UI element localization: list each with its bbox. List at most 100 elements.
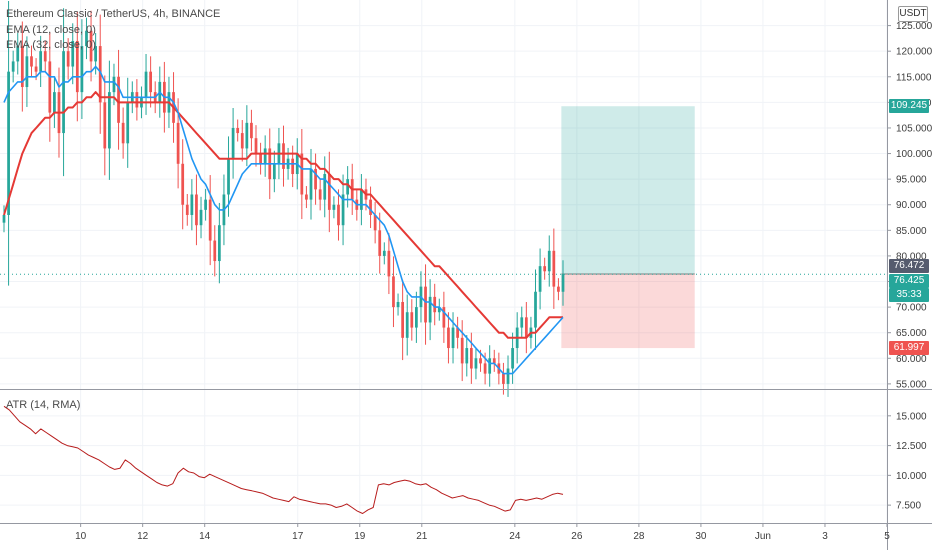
candle-body[interactable] bbox=[520, 317, 524, 328]
candle-body[interactable] bbox=[98, 46, 102, 103]
stop-zone[interactable] bbox=[561, 273, 695, 349]
candle-body[interactable] bbox=[108, 92, 111, 149]
candle-body[interactable] bbox=[135, 92, 139, 108]
candle-body[interactable] bbox=[236, 127, 240, 134]
candle-body[interactable] bbox=[479, 358, 482, 364]
candle-body[interactable] bbox=[474, 358, 478, 369]
candle-body[interactable] bbox=[53, 92, 56, 113]
candle-body[interactable] bbox=[341, 194, 345, 226]
candle-body[interactable] bbox=[89, 30, 93, 62]
candle-body[interactable] bbox=[483, 363, 487, 374]
candle-body[interactable] bbox=[7, 71, 10, 215]
candle-body[interactable] bbox=[415, 307, 418, 328]
candle-body[interactable] bbox=[272, 163, 276, 180]
candle-body[interactable] bbox=[85, 30, 88, 47]
candle-body[interactable] bbox=[195, 194, 198, 226]
candle-body[interactable] bbox=[396, 301, 400, 308]
candle-body[interactable] bbox=[34, 66, 38, 72]
candle-body[interactable] bbox=[231, 127, 235, 159]
candle-body[interactable] bbox=[346, 179, 350, 195]
candle-body[interactable] bbox=[190, 194, 194, 215]
candle-body[interactable] bbox=[305, 194, 308, 200]
candle-body[interactable] bbox=[502, 373, 505, 384]
candle-body[interactable] bbox=[39, 51, 43, 72]
candle-body[interactable] bbox=[382, 250, 386, 256]
candle-body[interactable] bbox=[20, 46, 24, 88]
candle-body[interactable] bbox=[433, 296, 437, 313]
candle-body[interactable] bbox=[66, 51, 70, 67]
candle-body[interactable] bbox=[16, 46, 20, 62]
candle-body[interactable] bbox=[447, 327, 450, 349]
candle-body[interactable] bbox=[117, 76, 120, 123]
candle-body[interactable] bbox=[94, 46, 98, 62]
candle-body[interactable] bbox=[185, 204, 189, 215]
candle-body[interactable] bbox=[506, 368, 510, 384]
candle-body[interactable] bbox=[71, 40, 75, 67]
candle-body[interactable] bbox=[437, 307, 441, 313]
candle-body[interactable] bbox=[309, 168, 313, 200]
candle-body[interactable] bbox=[80, 46, 84, 93]
candle-body[interactable] bbox=[323, 174, 327, 200]
candle-body[interactable] bbox=[392, 276, 395, 308]
candle-body[interactable] bbox=[208, 199, 212, 241]
candle-body[interactable] bbox=[25, 56, 29, 88]
candle-body[interactable] bbox=[469, 348, 473, 369]
candle-body[interactable] bbox=[543, 266, 547, 272]
candle-body[interactable] bbox=[2, 214, 6, 223]
candle-body[interactable] bbox=[332, 204, 336, 210]
candle-body[interactable] bbox=[245, 122, 249, 149]
candle-body[interactable] bbox=[401, 301, 405, 338]
candle-body[interactable] bbox=[181, 163, 185, 205]
candle-body[interactable] bbox=[126, 102, 130, 144]
currency-selector[interactable]: USDT bbox=[898, 6, 928, 22]
candle-body[interactable] bbox=[511, 348, 514, 369]
candle-body[interactable] bbox=[442, 307, 446, 328]
candle-body[interactable] bbox=[460, 337, 464, 364]
candle-body[interactable] bbox=[428, 296, 432, 323]
candle-body[interactable] bbox=[62, 51, 65, 134]
candle-body[interactable] bbox=[75, 40, 79, 93]
candle-body[interactable] bbox=[144, 71, 148, 98]
candle-body[interactable] bbox=[314, 168, 317, 190]
candle-body[interactable] bbox=[424, 286, 427, 323]
candle-body[interactable] bbox=[282, 143, 285, 169]
candle-body[interactable] bbox=[465, 348, 469, 364]
candle-body[interactable] bbox=[217, 225, 221, 262]
candle-body[interactable] bbox=[524, 317, 528, 338]
candle-body[interactable] bbox=[378, 230, 382, 256]
candle-body[interactable] bbox=[561, 274, 565, 292]
candle-body[interactable] bbox=[176, 122, 180, 164]
candle-body[interactable] bbox=[456, 327, 459, 338]
candle-body[interactable] bbox=[488, 358, 492, 374]
candle-body[interactable] bbox=[199, 209, 203, 226]
candle-body[interactable] bbox=[300, 153, 304, 195]
candle-body[interactable] bbox=[121, 122, 125, 144]
candle-body[interactable] bbox=[534, 291, 537, 328]
candle-body[interactable] bbox=[547, 250, 551, 272]
candle-body[interactable] bbox=[557, 286, 560, 292]
candle-body[interactable] bbox=[360, 189, 363, 210]
candle-body[interactable] bbox=[405, 312, 409, 338]
candle-body[interactable] bbox=[451, 327, 455, 349]
candle-body[interactable] bbox=[373, 214, 377, 231]
candle-body[interactable] bbox=[11, 61, 15, 72]
candle-body[interactable] bbox=[492, 358, 496, 364]
candle-body[interactable] bbox=[369, 199, 372, 215]
candle-body[interactable] bbox=[291, 158, 295, 175]
candle-body[interactable] bbox=[327, 174, 331, 210]
candle-body[interactable] bbox=[103, 102, 107, 149]
candle-body[interactable] bbox=[149, 71, 152, 93]
candle-body[interactable] bbox=[112, 76, 116, 93]
candle-body[interactable] bbox=[318, 189, 322, 200]
candle-body[interactable] bbox=[538, 266, 542, 292]
candle-body[interactable] bbox=[410, 312, 414, 328]
target-zone[interactable] bbox=[561, 106, 695, 274]
candle-body[interactable] bbox=[43, 51, 47, 62]
candle-body[interactable] bbox=[254, 138, 258, 154]
candle-body[interactable] bbox=[204, 199, 207, 210]
candle-body[interactable] bbox=[48, 61, 52, 113]
candle-body[interactable] bbox=[263, 148, 267, 164]
candle-body[interactable] bbox=[250, 122, 253, 139]
candle-body[interactable] bbox=[337, 204, 340, 226]
